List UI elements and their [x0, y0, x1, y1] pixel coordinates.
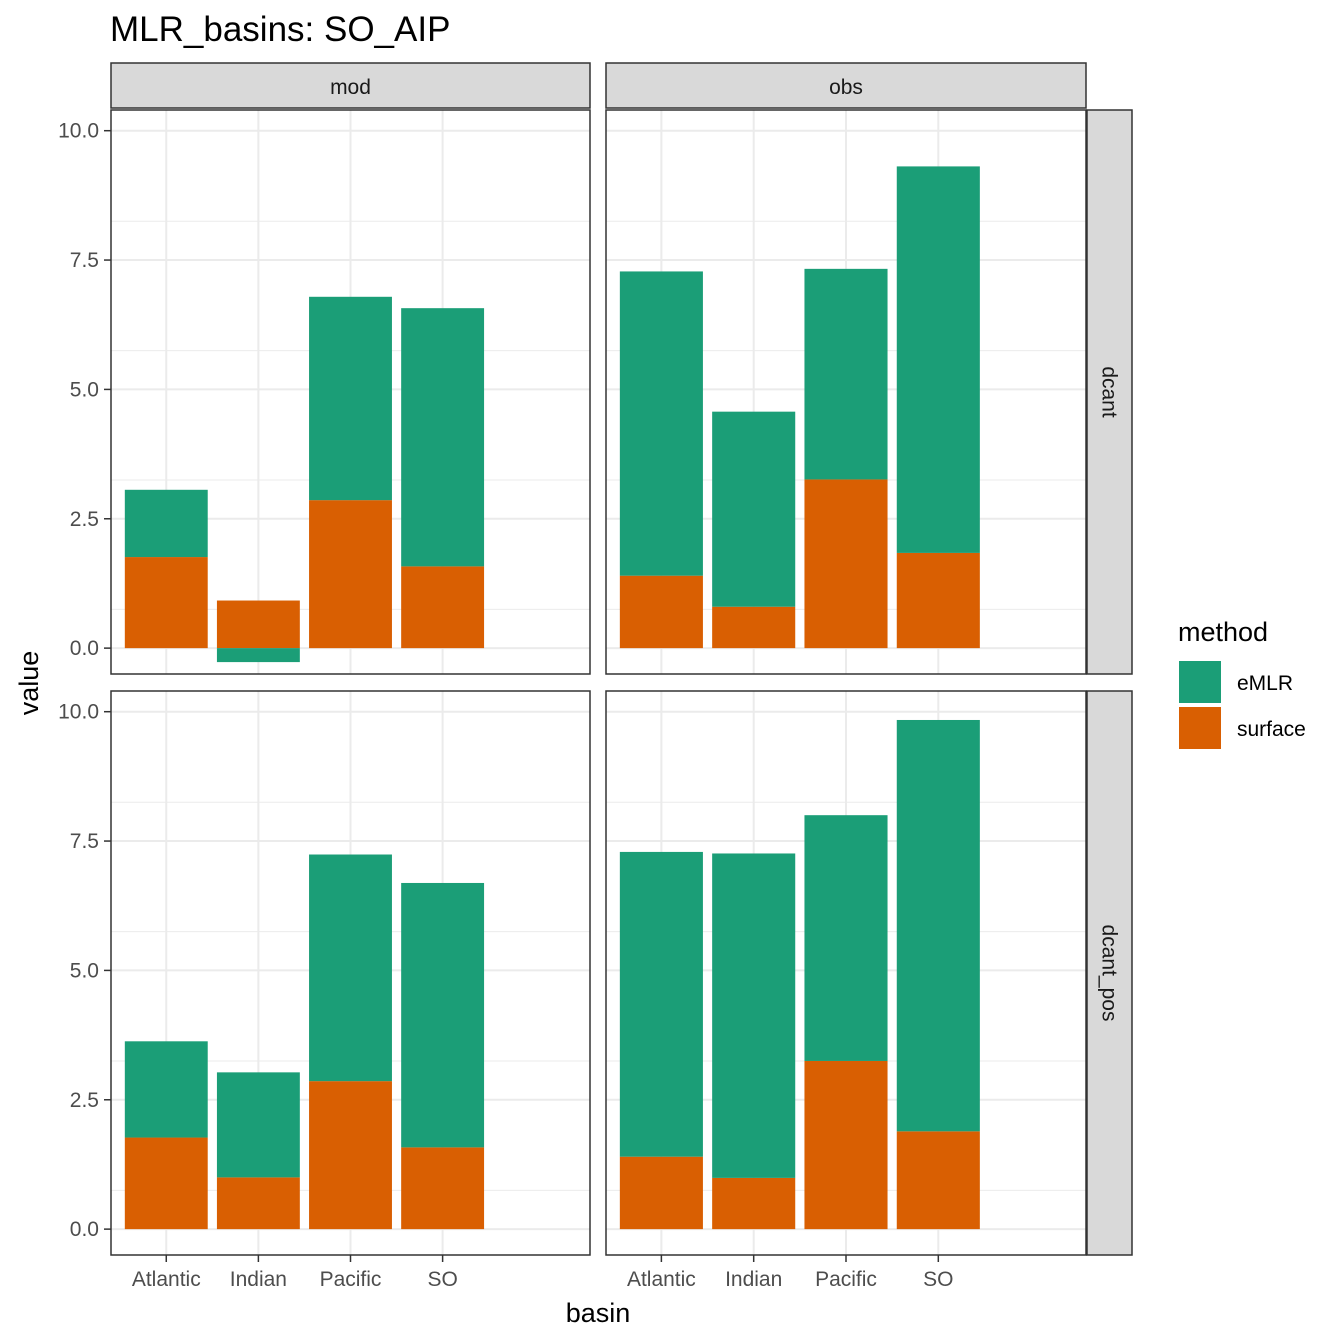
- legend-key-emlr: [1179, 661, 1221, 703]
- bar-emlr-atlantic: [124, 1041, 208, 1138]
- bar-surface-atlantic: [124, 1137, 208, 1230]
- y-tick-label: 5.0: [70, 959, 99, 982]
- bar-emlr-so: [401, 882, 485, 1148]
- legend: method eMLR surface: [1178, 617, 1306, 749]
- legend-label: surface: [1237, 718, 1306, 741]
- bar-surface-atlantic: [124, 557, 208, 649]
- panel-border: [110, 109, 591, 675]
- y-tick-label: 7.5: [70, 249, 99, 272]
- facet-panels: 0.0 2.5 5.0 7.5 10.0 0.0 2.5 5.0 7.5 10.0 Atlantic…: [58, 62, 1133, 1291]
- y-axis-title: value: [14, 651, 44, 716]
- x-tick-label: Pacific: [320, 1268, 382, 1291]
- bar-surface-so: [401, 1147, 485, 1230]
- facet-strip-dcant_pos: [1086, 690, 1133, 1256]
- bar-surface-atlantic: [619, 1156, 703, 1230]
- y-tick-label: 0.0: [70, 637, 99, 660]
- bar-emlr-so: [896, 166, 980, 553]
- bar-surface-pacific: [804, 479, 888, 649]
- bar-surface-indian: [712, 606, 796, 649]
- bar-surface-pacific: [309, 1081, 392, 1230]
- bar-emlr-so: [401, 308, 485, 567]
- bar-emlr-indian: [216, 648, 300, 663]
- y-tick-label: 0.0: [70, 1218, 99, 1241]
- x-tick-label: Indian: [725, 1268, 782, 1291]
- bar-surface-so: [896, 1131, 980, 1230]
- bar-emlr-pacific: [309, 296, 392, 501]
- bar-emlr-pacific: [804, 268, 888, 480]
- bar-emlr-atlantic: [124, 489, 208, 558]
- bar-emlr-atlantic: [619, 851, 703, 1157]
- facet-strip-obs: [605, 62, 1087, 109]
- y-tick-label: 10.0: [58, 120, 99, 143]
- x-tick-label: Indian: [230, 1268, 287, 1291]
- bar-emlr-pacific: [804, 815, 888, 1061]
- bar-surface-so: [896, 552, 980, 649]
- panel-mod-dcant_pos: 0.0 2.5 5.0 7.5 10.0 Atlantic Indian Pacific SO: [58, 690, 591, 1291]
- x-axis-title: basin: [566, 1298, 631, 1328]
- bar-surface-so: [401, 566, 485, 649]
- facet-strip-dcant: [1086, 109, 1133, 675]
- x-tick-label: SO: [923, 1268, 953, 1291]
- y-tick-label: 7.5: [70, 830, 99, 853]
- panel-obs-dcant: [605, 109, 1087, 675]
- facet-strip-label: dcant: [1098, 366, 1121, 418]
- bar-emlr-so: [896, 719, 980, 1132]
- bar-emlr-indian: [216, 1072, 300, 1178]
- facet-strip-label: dcant_pos: [1098, 925, 1121, 1022]
- bar-emlr-atlantic: [619, 271, 703, 576]
- x-tick-label: Pacific: [815, 1268, 877, 1291]
- bar-surface-pacific: [309, 500, 392, 649]
- facet-strip-mod: [110, 62, 591, 109]
- x-tick-label: Atlantic: [627, 1268, 696, 1291]
- panel-obs-dcant_pos: Atlantic Indian Pacific SO: [605, 690, 1087, 1291]
- bar-surface-atlantic: [619, 575, 703, 649]
- legend-key-surface: [1179, 707, 1221, 749]
- y-tick-label: 2.5: [70, 508, 99, 531]
- bar-surface-indian: [216, 600, 300, 649]
- x-tick-label: Atlantic: [132, 1268, 201, 1291]
- bar-emlr-pacific: [309, 854, 392, 1082]
- bar-emlr-indian: [712, 853, 796, 1178]
- bar-surface-pacific: [804, 1060, 888, 1230]
- facet-strip-label: mod: [330, 76, 371, 99]
- bar-surface-indian: [712, 1177, 796, 1230]
- panel-mod-dcant: 0.0 2.5 5.0 7.5 10.0: [58, 109, 591, 675]
- y-tick-label: 10.0: [58, 701, 99, 724]
- chart-title: MLR_basins: SO_AIP: [110, 10, 450, 49]
- legend-title: method: [1178, 617, 1268, 647]
- y-tick-label: 5.0: [70, 378, 99, 401]
- facet-strip-label: obs: [829, 76, 863, 99]
- panel-border: [605, 109, 1087, 675]
- bar-surface-indian: [216, 1177, 300, 1230]
- bar-emlr-indian: [712, 411, 796, 607]
- y-tick-label: 2.5: [70, 1089, 99, 1112]
- x-tick-label: SO: [427, 1268, 457, 1291]
- legend-label: eMLR: [1237, 672, 1293, 695]
